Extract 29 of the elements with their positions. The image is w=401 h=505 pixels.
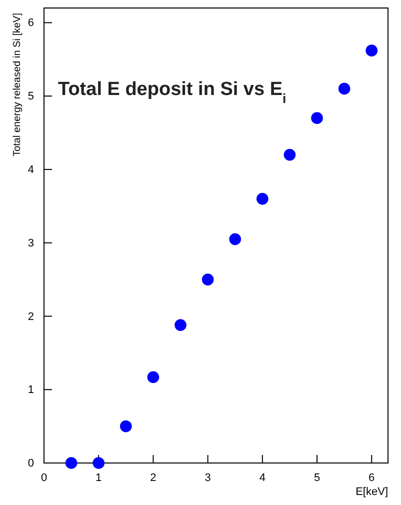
y-tick-label: 3 <box>28 237 34 250</box>
point <box>311 112 323 124</box>
x-axis-title: E[keV] <box>356 486 388 498</box>
x-tick-label: 0 <box>40 472 48 484</box>
point <box>338 82 350 95</box>
y-tick-label: 1 <box>28 384 34 396</box>
x-tick-label: 4 <box>259 472 266 484</box>
point <box>256 192 268 205</box>
y-tick-label: 4 <box>28 164 34 176</box>
point <box>65 457 78 469</box>
point <box>174 319 186 331</box>
x-tick-label: 5 <box>314 472 320 484</box>
y-axis-title: Total energy released in Si [keV] <box>12 12 23 156</box>
point <box>202 274 214 286</box>
point <box>229 233 242 246</box>
point <box>284 148 296 161</box>
point <box>120 420 132 432</box>
x-tick-label: 6 <box>368 472 375 484</box>
y-tick-label: 5 <box>28 90 34 103</box>
y-tick-label: 6 <box>28 17 34 30</box>
point <box>366 44 378 56</box>
y-tick-label: 0 <box>28 458 34 470</box>
x-tick-label: 1 <box>96 472 102 484</box>
point <box>147 371 160 384</box>
x-tick-label: 2 <box>150 472 156 484</box>
x-tick-label: 3 <box>204 472 211 484</box>
text: Total E deposit in Si vs E$_{i}$ <box>58 79 286 106</box>
point <box>92 457 105 469</box>
y-tick-label: 2 <box>28 310 34 323</box>
